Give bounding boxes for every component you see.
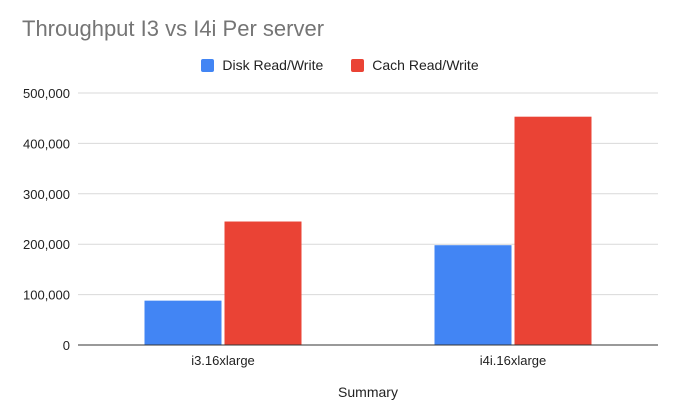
x-tick-label: i3.16xlarge — [191, 353, 255, 368]
legend-item-disk[interactable]: Disk Read/Write — [201, 57, 323, 73]
y-tick-label: 100,000 — [23, 288, 70, 303]
y-tick-label: 500,000 — [23, 86, 70, 101]
y-tick-label: 0 — [63, 338, 70, 353]
x-tick-label: i4i.16xlarge — [480, 353, 547, 368]
y-tick-label: 200,000 — [23, 237, 70, 252]
chart-title: Throughput I3 vs I4i Per server — [22, 16, 325, 41]
legend-item-cache[interactable]: Cach Read/Write — [351, 57, 479, 73]
legend-swatch-disk — [201, 58, 215, 72]
bar-disk — [144, 300, 222, 345]
y-tick-label: 300,000 — [23, 187, 70, 202]
legend-label-disk: Disk Read/Write — [222, 57, 324, 73]
bar-disk — [434, 245, 512, 345]
chart-legend: Disk Read/Write Cach Read/Write — [0, 57, 680, 73]
legend-swatch-cache — [351, 58, 365, 72]
bar-cache — [514, 116, 592, 345]
x-axis-title: Summary — [338, 384, 398, 400]
y-tick-label: 400,000 — [23, 136, 70, 151]
bar-cache — [224, 221, 302, 345]
legend-label-cache: Cach Read/Write — [372, 57, 479, 73]
